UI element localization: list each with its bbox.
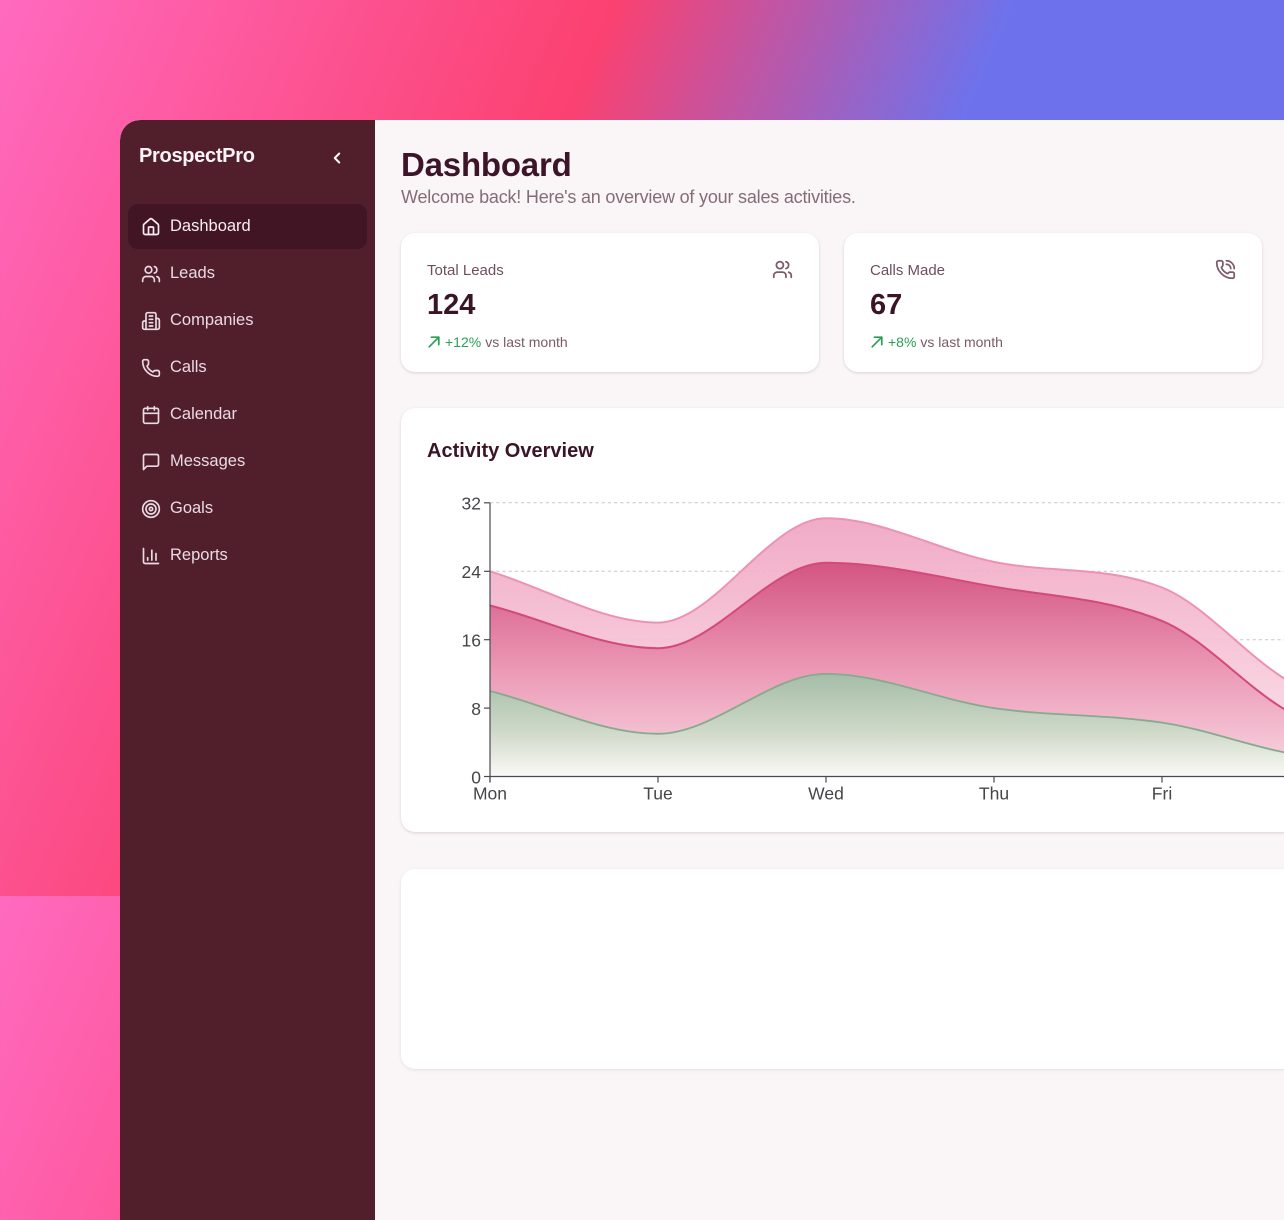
svg-text:24: 24 (462, 562, 482, 582)
svg-text:0: 0 (471, 767, 481, 787)
svg-text:8: 8 (471, 699, 481, 719)
svg-text:Mon: Mon (473, 783, 507, 802)
svg-text:32: 32 (462, 494, 481, 514)
svg-text:Fri: Fri (1152, 783, 1172, 802)
svg-text:Wed: Wed (808, 783, 844, 802)
svg-text:Thu: Thu (979, 783, 1009, 802)
svg-text:Tue: Tue (643, 783, 673, 802)
svg-text:16: 16 (462, 631, 481, 651)
